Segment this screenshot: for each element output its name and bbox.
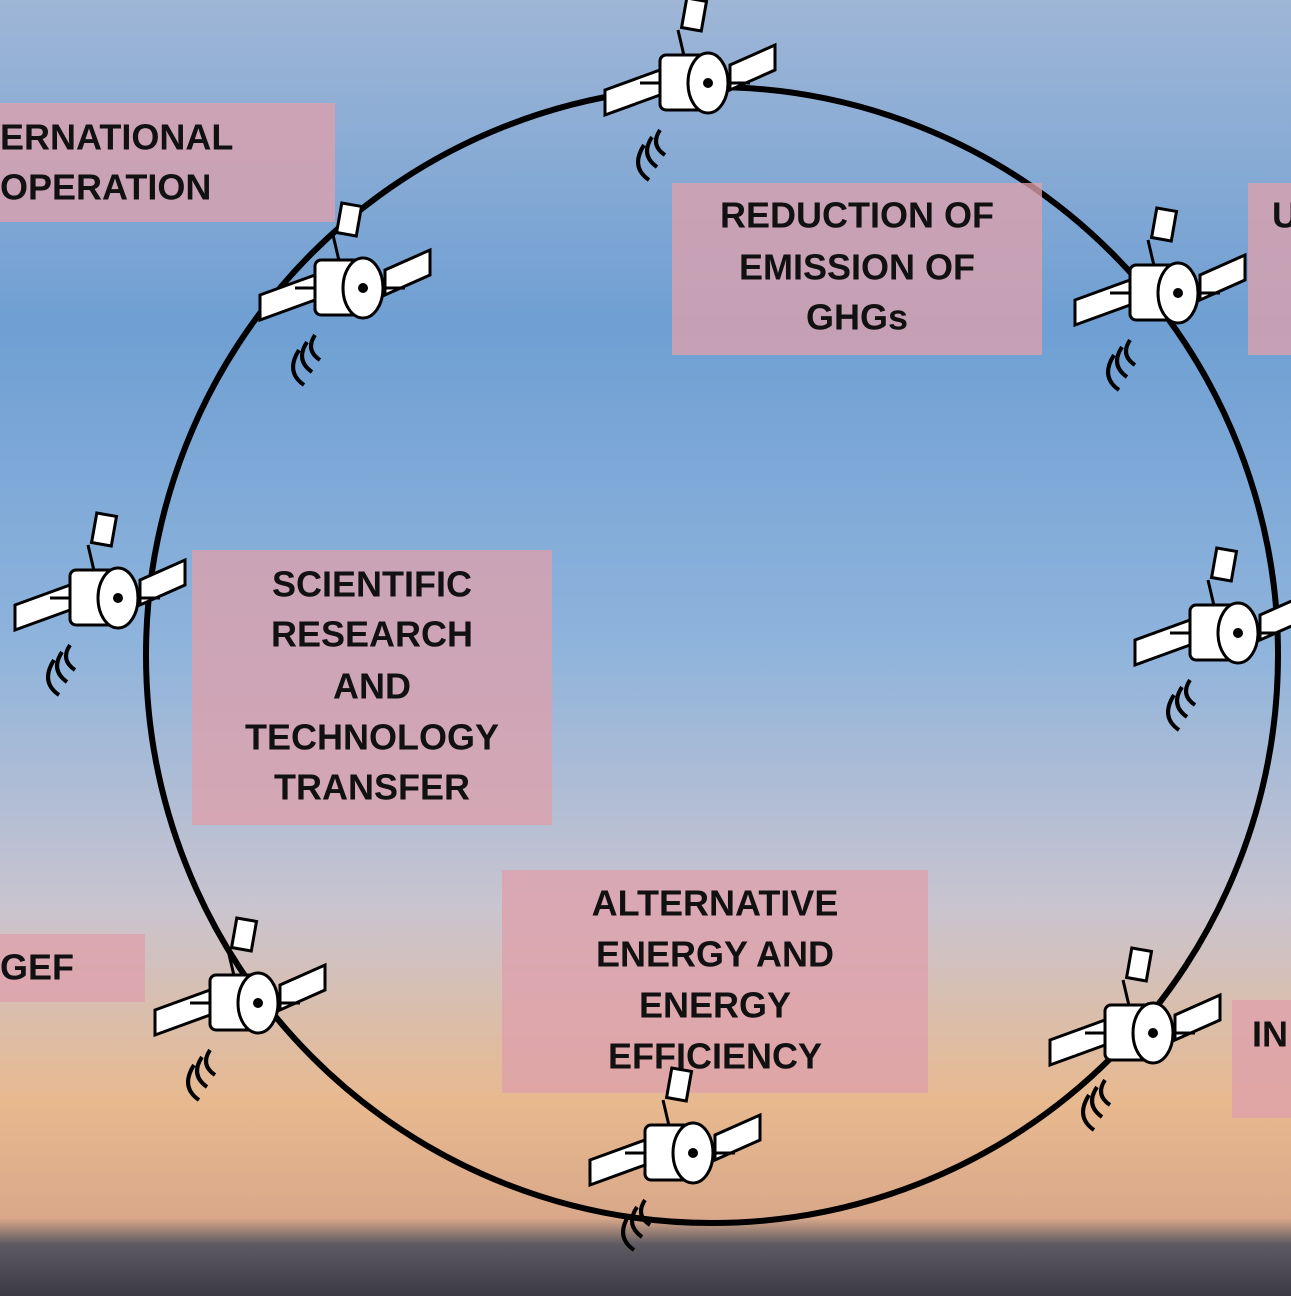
label-text: SCIENTIFIC	[272, 564, 472, 605]
label-text: GHGs	[806, 297, 908, 338]
label-text: ALTERNATIVE	[592, 883, 839, 924]
label-box	[0, 934, 145, 1002]
label-text: ENERGY	[639, 985, 791, 1026]
label-text: RESEARCH	[271, 614, 473, 655]
label-box	[502, 870, 928, 1093]
label-text: AND	[333, 666, 411, 707]
label-text: TRANSFER	[274, 767, 470, 808]
label-text: OPERATION	[0, 167, 211, 208]
label-box	[0, 103, 335, 222]
label-text: EFFICIENCY	[608, 1036, 822, 1077]
label-box	[1232, 1000, 1291, 1118]
label-text: ENERGY AND	[596, 934, 834, 975]
label-text: TECHNOLOGY	[245, 717, 499, 758]
label-text: U	[1272, 195, 1291, 236]
label-text: EMISSION OF	[739, 247, 975, 288]
label-box	[672, 183, 1042, 355]
label-box	[192, 550, 552, 825]
label-text: REDUCTION OF	[720, 195, 994, 236]
label-text: IN	[1252, 1014, 1288, 1055]
label-box	[1248, 183, 1291, 355]
label-text: ERNATIONAL	[0, 117, 233, 158]
label-text: GEF	[0, 947, 74, 988]
